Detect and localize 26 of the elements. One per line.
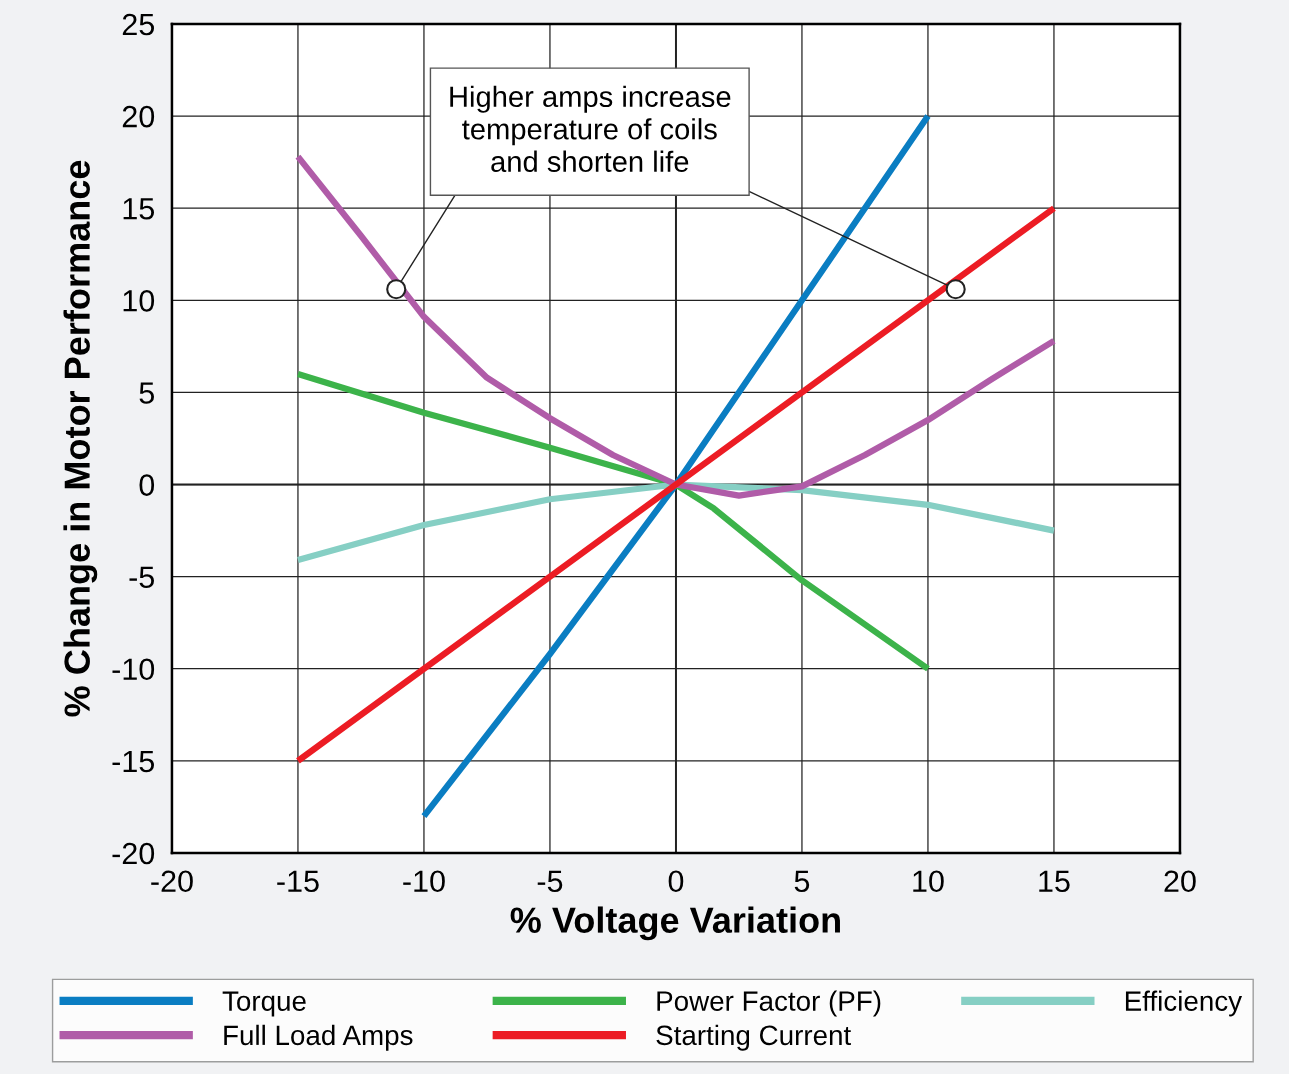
x-tick-label: 10: [913, 870, 944, 893]
y-tick-label: -5: [129, 566, 155, 588]
x-axis-title: % Voltage Variation: [510, 906, 840, 941]
x-tick-label: 15: [1039, 870, 1070, 893]
annotation: Higher amps increase temperature of coils and shorten life: [450, 85, 731, 173]
legend-label: Starting Current: [656, 1024, 852, 1051]
y-tick-label: 10: [123, 290, 155, 312]
legend-label: Power Factor (PF): [657, 990, 881, 1017]
x-tick-label: 20: [1164, 870, 1196, 893]
y-axis-title: % Change in Motor Performance: [63, 160, 98, 717]
y-tick-label: 0: [139, 474, 155, 496]
x-tick-label: -10: [403, 870, 445, 893]
y-tick-label: -10: [112, 658, 155, 681]
legend-label: Efficiency: [1125, 990, 1243, 1017]
y-tick-label: 25: [122, 13, 155, 36]
y-tick-label: -15: [112, 750, 155, 773]
x-tick-label: -5: [537, 870, 563, 893]
y-tick-label: 5: [139, 382, 155, 404]
y-tick-label: -20: [112, 842, 155, 865]
x-tick-label: 5: [794, 870, 810, 893]
x-tick-label: -15: [277, 870, 319, 893]
legend-label: Torque: [222, 991, 306, 1017]
x-tick-label: 0: [668, 870, 684, 893]
legend-label: Full Load Amps: [224, 1024, 413, 1051]
y-tick-label: 15: [123, 198, 155, 220]
y-tick-label: 20: [122, 105, 155, 128]
